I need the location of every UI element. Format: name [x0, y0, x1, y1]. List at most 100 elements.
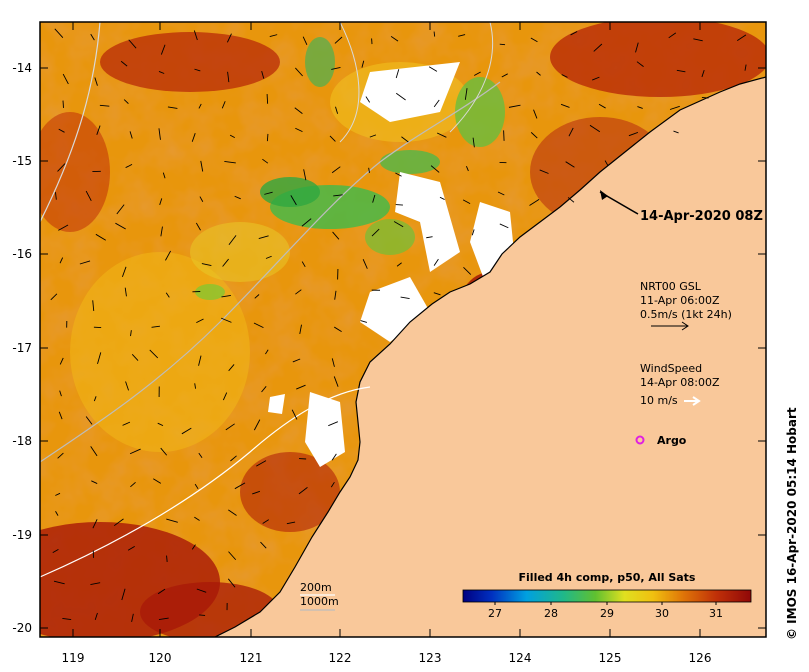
current-vector [194, 516, 200, 521]
current-vector [127, 545, 135, 551]
current-vector [430, 165, 440, 173]
current-vector [744, 64, 747, 71]
isobath-contours [40, 22, 501, 578]
current-vector [260, 541, 267, 549]
current-vectors [50, 28, 747, 622]
current-vector [291, 409, 298, 420]
argo-label: Argo [657, 434, 687, 447]
current-vector [90, 33, 95, 41]
current-vector [122, 421, 131, 426]
current-vector [390, 35, 399, 42]
timestamp-label: 14-Apr-2020 08Z [640, 209, 763, 224]
current-vector [737, 34, 747, 41]
y-tick-label: -16 [12, 247, 32, 261]
current-vector [474, 71, 481, 76]
current-vector [290, 195, 297, 206]
x-tick-label: 126 [689, 651, 712, 665]
current-vector [92, 300, 95, 311]
current-vector [635, 42, 639, 53]
current-vector [266, 94, 269, 104]
current-vector [160, 226, 163, 237]
wind-legend-line1: WindSpeed [640, 362, 702, 375]
current-vector [592, 76, 600, 81]
current-vector [536, 71, 541, 76]
current-vector [401, 136, 409, 143]
current-vector [395, 92, 406, 101]
current-vector [426, 236, 433, 239]
current-vector [501, 73, 508, 78]
current-vector [335, 106, 339, 114]
wind-legend-line2: 14-Apr 08:00Z [640, 376, 720, 389]
current-vector [499, 223, 509, 229]
current-vector [59, 390, 62, 397]
current-vector [433, 31, 436, 37]
current-vector [201, 263, 212, 266]
current-vector [560, 103, 570, 108]
y-tick-label: -19 [12, 528, 32, 542]
current-vector [228, 551, 237, 561]
current-vector [159, 198, 163, 206]
current-vector [130, 330, 132, 337]
current-vector [158, 617, 169, 620]
current-vector [228, 509, 237, 516]
current-vector [227, 71, 230, 83]
current-vector [331, 166, 341, 174]
current-vector [97, 352, 102, 365]
current-vector [55, 192, 57, 200]
current-vector [58, 224, 69, 231]
current-vector [261, 386, 267, 393]
track-marker [600, 190, 608, 200]
current-vector [673, 130, 679, 134]
current-vector [94, 612, 98, 621]
current-vector [331, 453, 337, 461]
current-vector [124, 287, 127, 297]
current-vector [120, 60, 128, 67]
current-vector [125, 381, 129, 391]
current-vector [125, 163, 133, 169]
current-vector [530, 132, 538, 139]
current-vector [636, 61, 644, 67]
current-vector [296, 384, 306, 390]
current-vector [225, 423, 235, 431]
current-vector [253, 322, 264, 329]
current-vector [181, 427, 192, 435]
current-vector [568, 127, 574, 137]
current-vector [131, 354, 139, 361]
current-vector [669, 105, 680, 110]
current-vector [463, 267, 472, 275]
current-vector [198, 103, 202, 109]
sst-map [40, 22, 766, 637]
current-vector [220, 317, 232, 323]
current-vector [262, 519, 269, 524]
current-vector [565, 161, 575, 168]
current-vector [93, 396, 97, 402]
current-vector [113, 518, 124, 527]
current-vector [196, 318, 204, 324]
current-vector [299, 324, 302, 335]
x-tick-label: 122 [329, 651, 352, 665]
current-vector [286, 521, 296, 525]
x-tick-label: 119 [62, 651, 85, 665]
current-vector [292, 358, 301, 363]
current-vector [198, 355, 202, 366]
current-vector [228, 364, 235, 372]
colorbar-title: Filled 4h comp, p50, All Sats [519, 571, 696, 584]
current-vector [334, 290, 337, 300]
current-vector [158, 128, 161, 140]
current-vector [91, 480, 98, 484]
current-vector [464, 88, 468, 100]
current-vector [539, 169, 549, 174]
current-vector [129, 131, 133, 139]
current-vector [393, 221, 404, 228]
current-vector [436, 132, 447, 138]
current-vector [167, 106, 178, 109]
current-vector [194, 68, 201, 72]
current-vector [254, 294, 260, 299]
argo-float-icon [635, 435, 645, 445]
current-vector [50, 293, 58, 301]
contour-legend-200m: 200m [300, 581, 332, 594]
current-vector [332, 231, 340, 240]
current-vector [331, 66, 341, 70]
x-axis-labels: 119 120 121 122 123 124 125 126 [62, 651, 712, 665]
